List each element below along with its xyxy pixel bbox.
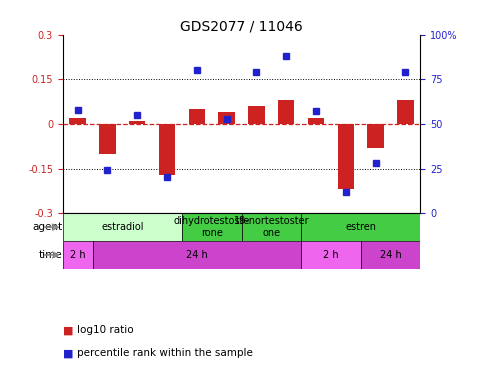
Bar: [308, 118, 324, 124]
Text: 2 h: 2 h: [323, 250, 339, 260]
Text: 2 h: 2 h: [70, 250, 85, 260]
Text: ■: ■: [63, 325, 73, 335]
Text: agent: agent: [33, 222, 63, 232]
Bar: [301, 241, 361, 269]
Bar: [189, 109, 205, 124]
Text: percentile rank within the sample: percentile rank within the sample: [77, 348, 253, 358]
Bar: [159, 124, 175, 174]
Bar: [242, 213, 301, 241]
Bar: [63, 213, 182, 241]
Bar: [70, 118, 86, 124]
Bar: [129, 121, 145, 124]
Title: GDS2077 / 11046: GDS2077 / 11046: [180, 20, 303, 33]
Text: log10 ratio: log10 ratio: [77, 325, 134, 335]
Bar: [248, 106, 265, 124]
Bar: [278, 100, 294, 124]
Bar: [338, 124, 354, 189]
Text: 24 h: 24 h: [380, 250, 401, 260]
Text: estradiol: estradiol: [101, 222, 143, 232]
Text: time: time: [39, 250, 63, 260]
Bar: [93, 241, 301, 269]
Bar: [182, 213, 242, 241]
Bar: [368, 124, 384, 148]
Text: estren: estren: [345, 222, 376, 232]
Bar: [218, 112, 235, 124]
Text: dihydrotestoste
rone: dihydrotestoste rone: [173, 216, 250, 238]
Text: 19-nortestoster
one: 19-nortestoster one: [233, 216, 309, 238]
Bar: [63, 241, 93, 269]
Bar: [397, 100, 413, 124]
Bar: [99, 124, 115, 154]
Text: ■: ■: [63, 348, 73, 358]
Bar: [301, 213, 420, 241]
Bar: [361, 241, 420, 269]
Text: 24 h: 24 h: [186, 250, 208, 260]
